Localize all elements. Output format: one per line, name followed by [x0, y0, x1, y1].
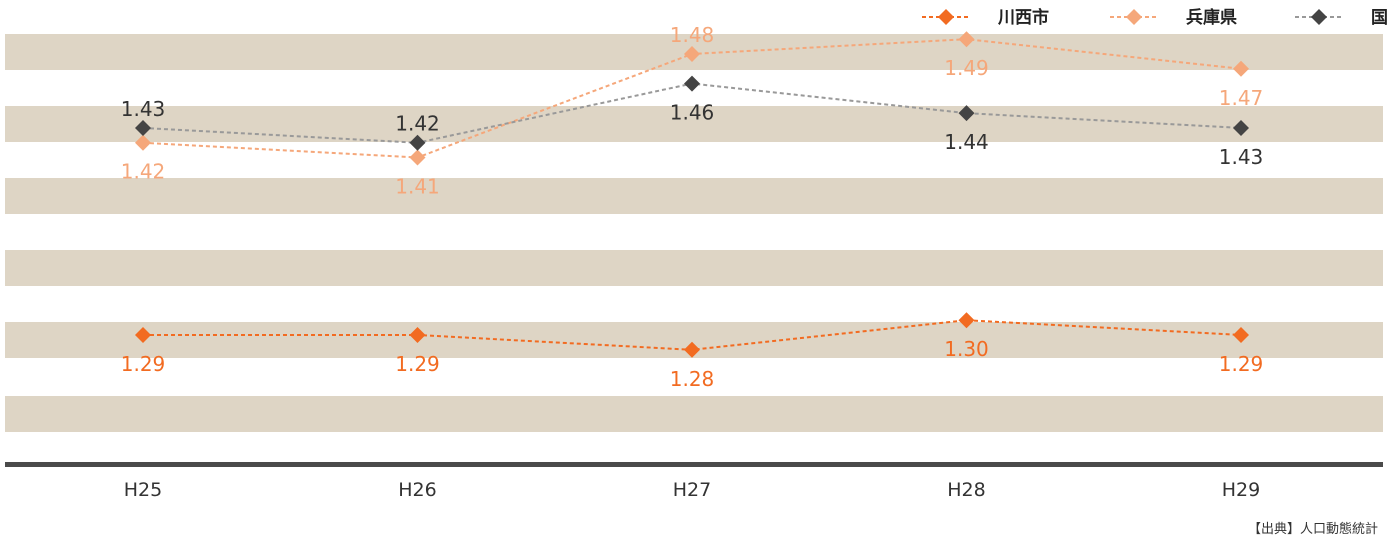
legend-marker: [1126, 9, 1142, 25]
data-point-marker: [135, 327, 151, 343]
legend-item: 国: [1295, 8, 1388, 28]
legend: 川西市 兵庫県 国: [922, 7, 1388, 28]
data-label: 1.43: [1219, 145, 1264, 169]
x-tick-label: H26: [398, 479, 436, 501]
series-points: [135, 31, 1249, 358]
data-label: 1.48: [670, 23, 715, 47]
data-label: 1.43: [121, 97, 166, 121]
data-point-marker: [135, 134, 151, 151]
data-label: 1.42: [121, 160, 166, 184]
legend-label: 国: [1371, 8, 1388, 28]
data-point-marker: [135, 119, 151, 136]
data-label: 1.28: [670, 367, 715, 391]
x-axis-line: [5, 462, 1383, 467]
legend-marker: [938, 9, 954, 25]
x-tick-labels: H25 H26 H27 H28 H29: [124, 479, 1260, 501]
data-label: 1.49: [944, 56, 989, 80]
data-label: 1.41: [395, 175, 440, 199]
data-point-marker: [1233, 60, 1249, 77]
background-band: [5, 396, 1383, 432]
data-label: 1.42: [395, 112, 440, 136]
data-label: 1.47: [1219, 86, 1264, 110]
data-label: 1.46: [670, 101, 715, 125]
data-labels: 1.29 1.29 1.28 1.30 1.29 1.42 1.41 1.48 1.49 1.47…: [121, 23, 1264, 391]
data-label: 1.29: [395, 352, 440, 376]
data-point-marker: [409, 134, 426, 151]
legend-label: 川西市: [997, 7, 1049, 28]
x-tick-label: H27: [673, 479, 711, 501]
legend-item: 兵庫県: [1110, 7, 1237, 28]
data-point-marker: [958, 312, 975, 329]
data-label: 1.30: [944, 337, 989, 361]
data-label: 1.29: [121, 352, 166, 376]
x-tick-label: H28: [947, 479, 985, 501]
data-point-marker: [958, 31, 975, 48]
x-tick-label: H29: [1222, 479, 1260, 501]
background-band: [5, 250, 1383, 286]
data-point-marker: [1233, 119, 1249, 136]
x-tick-label: H25: [124, 479, 162, 501]
data-point-marker: [409, 327, 426, 343]
x-axis: [5, 462, 1383, 467]
data-point-marker: [684, 75, 700, 92]
legend-label: 兵庫県: [1186, 7, 1237, 28]
data-point-marker: [684, 45, 700, 62]
legend-marker: [1311, 9, 1327, 25]
data-point-marker: [409, 149, 426, 166]
source-note: 【出典】人口動態統計: [1248, 521, 1378, 537]
legend-item: 川西市: [922, 7, 1049, 28]
data-label: 1.44: [944, 130, 989, 154]
data-label: 1.29: [1219, 352, 1264, 376]
data-point-marker: [958, 105, 975, 122]
background-band: [5, 178, 1383, 214]
data-point-marker: [1233, 327, 1249, 343]
data-point-marker: [684, 341, 700, 358]
